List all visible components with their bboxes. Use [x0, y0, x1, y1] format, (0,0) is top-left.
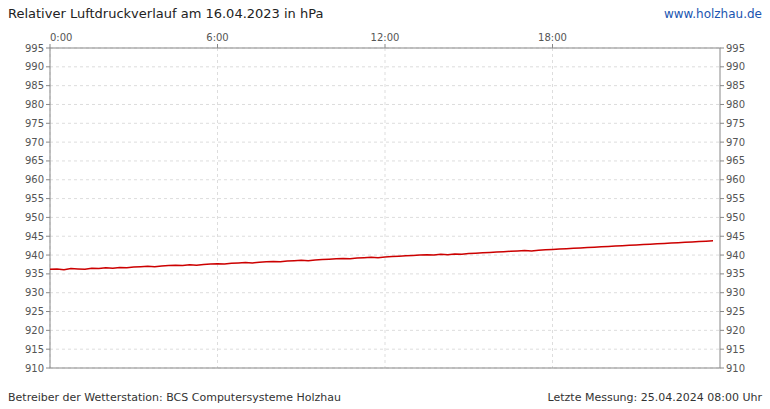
- y2-tick-label: 910: [726, 363, 745, 374]
- y2-tick: [720, 160, 724, 161]
- y-grid-line: [50, 292, 720, 293]
- y-tick: [46, 292, 50, 293]
- y2-tick: [720, 292, 724, 293]
- y-tick: [46, 66, 50, 67]
- y2-tick-label: 930: [726, 287, 745, 298]
- chart: Relativer Luftdruckverlauf am 16.04.2023…: [0, 0, 770, 409]
- y2-tick: [720, 123, 724, 124]
- y2-tick-label: 995: [726, 43, 745, 54]
- data: [50, 241, 713, 270]
- y2-tick-label: 935: [726, 268, 745, 279]
- y-tick: [46, 48, 50, 49]
- x-tick: [217, 44, 218, 48]
- y2-tick: [720, 273, 724, 274]
- y-tick: [46, 217, 50, 218]
- x-tick: [385, 44, 386, 48]
- plot-frame: [50, 48, 720, 368]
- y2-tick: [720, 236, 724, 237]
- y-tick-label: 950: [25, 212, 44, 223]
- y2-tick: [720, 217, 724, 218]
- y-tick-label: 975: [25, 118, 44, 129]
- y-tick: [46, 330, 50, 331]
- y2-tick-label: 940: [726, 250, 745, 261]
- y2-tick-label: 975: [726, 118, 745, 129]
- y2-tick: [720, 142, 724, 143]
- y-tick-label: 925: [25, 306, 44, 317]
- y-tick-label: 985: [25, 80, 44, 91]
- y-tick: [46, 273, 50, 274]
- y-tick: [46, 311, 50, 312]
- y-tick: [46, 85, 50, 86]
- y2-tick: [720, 198, 724, 199]
- y2-tick: [720, 85, 724, 86]
- y-tick-label: 930: [25, 287, 44, 298]
- y-tick-label: 910: [25, 363, 44, 374]
- y-tick: [46, 179, 50, 180]
- y-tick-label: 995: [25, 43, 44, 54]
- y2-tick-label: 980: [726, 99, 745, 110]
- y2-tick-label: 955: [726, 193, 745, 204]
- x-grid-line: [217, 48, 218, 368]
- y2-tick: [720, 255, 724, 256]
- y-tick: [46, 198, 50, 199]
- x-tick: [50, 44, 51, 48]
- x-tick-label: 18:00: [538, 32, 567, 43]
- y2-tick-label: 945: [726, 231, 745, 242]
- y-grid-line: [50, 273, 720, 274]
- y2-tick-label: 920: [726, 325, 745, 336]
- y2-tick: [720, 311, 724, 312]
- grid: [50, 48, 720, 368]
- y-tick-label: 980: [25, 99, 44, 110]
- y-tick-label: 915: [25, 344, 44, 355]
- y2-tick-label: 950: [726, 212, 745, 223]
- y2-tick: [720, 349, 724, 350]
- y2-tick-label: 915: [726, 344, 745, 355]
- y-grid-line: [50, 142, 720, 143]
- y-tick: [46, 349, 50, 350]
- y-tick-label: 935: [25, 268, 44, 279]
- y-tick-label: 965: [25, 155, 44, 166]
- footer-right: Letzte Messung: 25.04.2024 08:00 Uhr: [548, 391, 763, 404]
- y-tick-label: 970: [25, 137, 44, 148]
- y2-tick: [720, 104, 724, 105]
- y-tick: [46, 160, 50, 161]
- y2-tick: [720, 66, 724, 67]
- y-tick-label: 920: [25, 325, 44, 336]
- y2-tick-label: 965: [726, 155, 745, 166]
- url-annotation: www.holzhau.de: [664, 7, 762, 21]
- y-tick-label: 960: [25, 174, 44, 185]
- y-tick: [46, 123, 50, 124]
- y2-tick-label: 970: [726, 137, 745, 148]
- y2-tick-label: 985: [726, 80, 745, 91]
- y2-tick: [720, 330, 724, 331]
- y-tick-label: 940: [25, 250, 44, 261]
- y2-tick-label: 925: [726, 306, 745, 317]
- title: Relativer Luftdruckverlauf am 16.04.2023…: [8, 6, 323, 21]
- x-grid-line: [552, 48, 553, 368]
- x-tick-label: 0:00: [50, 32, 72, 43]
- footer-left: Betreiber der Wetterstation: BCS Compute…: [8, 391, 341, 404]
- y-grid-line: [50, 311, 720, 312]
- y-tick: [46, 142, 50, 143]
- y2-tick: [720, 368, 724, 369]
- y2-tick-label: 960: [726, 174, 745, 185]
- y-tick: [46, 104, 50, 105]
- y-tick-label: 945: [25, 231, 44, 242]
- y2-tick: [720, 179, 724, 180]
- y-tick-label: 990: [25, 61, 44, 72]
- x-tick-label: 6:00: [206, 32, 228, 43]
- y-tick: [46, 255, 50, 256]
- y-tick: [46, 236, 50, 237]
- y-tick-label: 955: [25, 193, 44, 204]
- x-tick-label: 12:00: [371, 32, 400, 43]
- y2-tick: [720, 48, 724, 49]
- x-grid-line: [385, 48, 386, 368]
- axes: 910 915 920 925 930 935 940 945 950 955 960 965 970 9…: [25, 32, 745, 374]
- y-tick: [46, 368, 50, 369]
- y-grid-line: [50, 160, 720, 161]
- pressure-line: [50, 241, 713, 270]
- x-tick: [552, 44, 553, 48]
- y2-tick-label: 990: [726, 61, 745, 72]
